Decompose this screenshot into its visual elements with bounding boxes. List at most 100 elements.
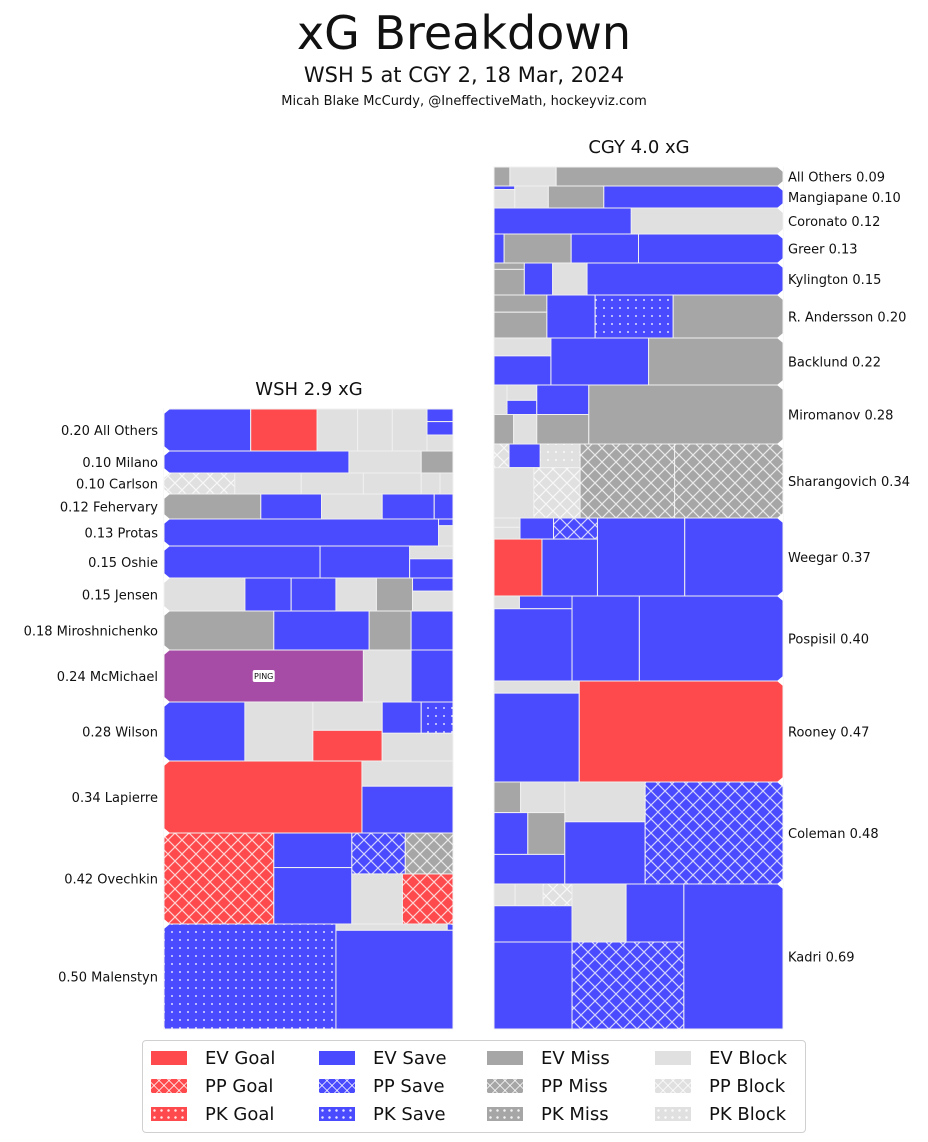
player-label: 0.18 Miroshnichenko <box>24 625 158 640</box>
legend-label: PK Block <box>709 1103 787 1125</box>
shot-cell-ev-save <box>412 577 454 592</box>
shot-cell-ev-goal <box>312 729 383 762</box>
shot-cell-ev-miss <box>493 166 511 187</box>
shot-cell-ev-block <box>493 189 516 209</box>
legend-label: PP Miss <box>541 1075 608 1097</box>
shot-cell-ev-save <box>523 262 554 296</box>
legend-item: PK Goal <box>151 1103 274 1125</box>
shot-cell-ev-save <box>273 832 353 869</box>
shot-cell-ev-block <box>351 873 403 925</box>
shot-cell-ev-block <box>335 923 448 931</box>
shot-cell-ev-block <box>234 472 302 495</box>
shot-cell-pk-save-pattern <box>595 295 674 338</box>
shot-cell-ev-miss <box>420 450 454 474</box>
shot-cell-ev-block <box>409 545 454 560</box>
shot-cell-ev-save <box>426 408 454 423</box>
shot-cell-ev-save <box>163 701 246 762</box>
shot-cell-ev-save <box>586 262 784 296</box>
shot-cell-ev-save <box>433 493 454 520</box>
annotation-badge <box>252 670 275 682</box>
shot-cell-ev-block <box>335 577 377 612</box>
row-notch <box>164 756 170 766</box>
legend-label: EV Block <box>709 1047 788 1069</box>
legend-label: PP Block <box>709 1075 786 1097</box>
player-label: Kylington 0.15 <box>788 273 881 288</box>
shot-cell-ev-block <box>361 760 454 787</box>
shot-cell-ev-block <box>321 493 383 520</box>
shot-cell-ev-block <box>514 883 544 907</box>
shot-cell-pp-save-pattern <box>645 782 783 884</box>
row-notch <box>777 162 783 172</box>
legend-item: PP Save <box>319 1075 445 1097</box>
shot-cell-ev-miss <box>493 414 515 445</box>
legend-label: EV Goal <box>205 1047 276 1069</box>
shot-cell-ev-block <box>163 577 246 612</box>
shot-cell-ev-save <box>163 518 440 547</box>
shot-cell-ev-save <box>536 384 590 415</box>
player-label: Backlund 0.22 <box>788 356 881 371</box>
shot-cell-ev-save <box>410 610 454 651</box>
row-notch <box>164 828 170 838</box>
player-label: Rooney 0.47 <box>788 726 869 741</box>
player-label: 0.20 All Others <box>61 424 158 439</box>
shot-cell-ev-block <box>493 384 508 415</box>
shot-cell-ev-block <box>357 408 393 452</box>
shot-cell-ev-block <box>362 649 412 703</box>
shot-cell-ev-block <box>630 207 784 235</box>
legend-swatch <box>151 1079 187 1093</box>
legend-item: EV Save <box>319 1047 447 1069</box>
shot-cell-ev-save <box>493 355 552 386</box>
legend-swatch <box>487 1107 523 1121</box>
shot-cell-ev-goal <box>493 538 543 597</box>
shot-cell-ev-goal <box>163 760 363 834</box>
row-notch <box>777 229 783 239</box>
shot-cell-pp-save-pattern <box>553 518 598 540</box>
player-label: 0.12 Fehervary <box>60 501 158 516</box>
shot-cell-ev-save <box>550 337 650 386</box>
row-notch <box>777 181 783 191</box>
shot-cell-ev-block <box>493 680 580 694</box>
shot-cell-ev-save <box>519 517 555 540</box>
player-label: 0.10 Carlson <box>76 478 158 493</box>
shot-cell-ev-block <box>316 408 359 452</box>
row-notch <box>777 258 783 268</box>
shot-cell-ev-save <box>571 595 640 682</box>
player-label: 0.24 McMichael <box>57 670 158 685</box>
legend-label: EV Miss <box>541 1047 610 1069</box>
shot-cell-ev-save <box>508 443 541 469</box>
annotation-label: PING <box>254 672 273 681</box>
player-label: Kadri 0.69 <box>788 951 855 966</box>
player-label: 0.15 Oshie <box>88 556 158 571</box>
shot-cell-ev-goal <box>578 680 784 783</box>
shot-cell-ev-miss <box>368 610 412 651</box>
shot-cell-pp-miss-pattern <box>580 444 675 518</box>
legend: EV Goal PP Goal PK Goal EV Save PP Save PK Sa… <box>142 1040 806 1133</box>
legend-item: PP Miss <box>487 1075 608 1097</box>
row-notch <box>777 290 783 300</box>
shot-cell-ev-block <box>506 384 538 401</box>
row-notch <box>164 446 170 456</box>
shot-cell-ev-block <box>362 472 422 495</box>
legend-swatch <box>655 1107 691 1121</box>
shot-cell-ev-block <box>493 883 516 907</box>
shot-cell-ev-save <box>506 399 538 415</box>
legend-swatch <box>487 1051 523 1065</box>
row-notch <box>777 333 783 343</box>
shot-cell-ev-block <box>348 450 422 474</box>
shot-cell-pp-goal-pattern <box>164 833 274 924</box>
legend-swatch <box>319 1107 355 1121</box>
shot-cell-ev-miss <box>493 262 525 270</box>
shot-cell-ev-block <box>493 337 552 357</box>
shot-cell-pp-block-pattern <box>494 444 510 468</box>
shot-cell-ev-save <box>683 883 784 1030</box>
shot-cell-ev-miss <box>493 268 525 296</box>
row-notch <box>164 541 170 551</box>
shot-cell-ev-save <box>493 692 580 783</box>
shot-cell-ev-save <box>603 185 784 209</box>
row-notch <box>777 777 783 787</box>
player-label: 0.50 Malenstyn <box>58 971 158 986</box>
shot-cell-ev-save <box>290 577 337 612</box>
shot-cell-ev-save <box>564 821 646 885</box>
legend-label: PP Save <box>373 1075 445 1097</box>
legend-swatch <box>655 1051 691 1065</box>
